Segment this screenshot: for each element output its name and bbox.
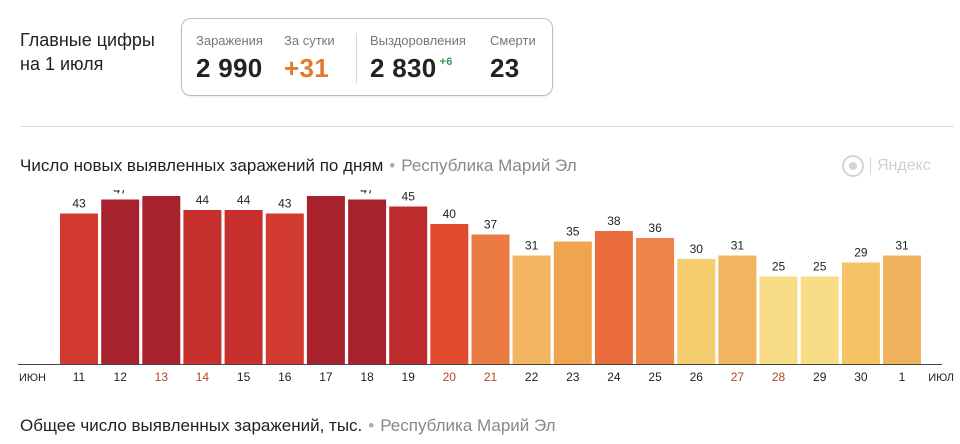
bar-17[interactable] [306,196,345,364]
bar-11[interactable] [60,213,98,365]
data-label-20: 40 [443,207,457,221]
tick-label-26: 26 [690,370,704,384]
bar-23[interactable] [553,241,592,365]
bar-20[interactable] [430,224,469,364]
bar-15[interactable] [224,210,263,364]
bottom-title: Общее число выявленных заражений, тыс. [20,416,363,435]
data-label-17: 48 [319,190,333,193]
tick-label-19: 19 [402,370,416,384]
bar-28[interactable] [759,276,798,365]
data-label-21: 37 [484,218,498,232]
daily-cases-chart: 43 11 47 12 48 13 44 14 44 15 43 16 48 17 47 18 45 19 40 20… [18,190,954,384]
bar-18[interactable] [348,199,387,365]
bar-25[interactable] [636,238,675,364]
data-label-29: 25 [813,260,827,274]
chart-region[interactable]: Республика Марий Эл [401,156,577,175]
stat-deaths-value: 23 [490,53,520,83]
bar-1[interactable] [883,255,921,365]
chart-heading-separator: • [389,156,396,175]
tick-label-28: 28 [772,370,786,384]
axis-month-start-label: ИЮН [19,372,46,384]
bar-12[interactable] [101,199,140,365]
tick-label-30: 30 [854,370,868,384]
tick-label-21: 21 [484,370,498,384]
data-label-1: 31 [895,239,909,253]
chart-heading: Число новых выявленных заражений по дням… [20,156,577,176]
stat-daily-label: За сутки [284,33,335,48]
tick-label-23: 23 [566,370,580,384]
stat-deaths-label: Смерти [490,33,536,48]
tick-label-1: 1 [899,370,906,384]
section-divider [20,126,954,127]
brand-separator [870,157,871,175]
tick-label-11: 11 [73,370,86,384]
stat-deaths: Смерти 23 [490,33,536,84]
bar-27[interactable] [718,255,757,365]
data-label-12: 47 [114,190,128,197]
stat-recovered: Выздоровления 2 830 +6 [370,33,466,84]
data-label-16: 43 [278,197,292,211]
tick-label-15: 15 [237,370,251,384]
bar-21[interactable] [471,234,510,365]
data-label-25: 36 [648,221,662,235]
brand-text: Яндекс [877,157,931,174]
axis-month-end-label: ИЮЛ [928,372,954,384]
stat-infected: Заражения 2 990 [196,33,263,84]
yandex-logo-icon: Яндекс [842,155,931,177]
bar-22[interactable] [512,255,551,365]
stat-daily-value: +31 [284,53,330,83]
stats-card: Заражения 2 990 За сутки +31 Выздоровлен… [181,18,553,96]
tick-label-18: 18 [360,370,374,384]
stats-divider [356,33,357,83]
chart-title: Число новых выявленных заражений по дням [20,156,384,175]
tick-label-22: 22 [525,370,539,384]
bar-19[interactable] [389,206,428,365]
bar-16[interactable] [265,213,304,365]
stat-daily: За сутки +31 [284,33,335,84]
bottom-region[interactable]: Республика Марий Эл [380,416,556,435]
data-label-22: 31 [525,239,539,253]
data-label-14: 44 [196,193,210,207]
headline-date: на 1 июля [20,54,104,74]
data-label-11: 43 [72,197,86,211]
stat-infected-value: 2 990 [196,53,263,83]
bottom-heading-separator: • [368,416,375,435]
stat-recovered-label: Выздоровления [370,33,466,48]
data-label-24: 38 [607,214,621,228]
headline-title: Главные цифры [20,30,155,50]
bar-14[interactable] [183,210,222,364]
yandex-circle-icon [842,155,864,177]
stat-infected-label: Заражения [196,33,263,48]
stat-recovered-row: 2 830 +6 [370,53,466,84]
bar-26[interactable] [677,259,716,364]
bottom-heading: Общее число выявленных заражений, тыс. • Р… [20,416,556,436]
bar-29[interactable] [800,276,839,365]
data-label-26: 30 [690,242,704,256]
data-label-30: 29 [854,246,868,260]
tick-label-16: 16 [278,370,292,384]
data-label-27: 31 [731,239,745,253]
tick-label-17: 17 [319,370,333,384]
bar-24[interactable] [594,231,633,364]
stat-recovered-delta: +6 [439,56,453,68]
headline: Главные цифры на 1 июля [20,28,170,76]
data-label-28: 25 [772,260,786,274]
bar-13[interactable] [142,196,181,364]
stat-recovered-value: 2 830 [370,53,437,83]
bar-30[interactable] [841,262,880,365]
data-label-13: 48 [155,190,169,193]
tick-label-27: 27 [731,370,745,384]
tick-label-13: 13 [155,370,169,384]
tick-label-20: 20 [443,370,457,384]
tick-label-12: 12 [114,370,128,384]
tick-label-24: 24 [607,370,621,384]
data-label-23: 35 [566,225,580,239]
data-label-15: 44 [237,193,251,207]
tick-label-14: 14 [196,370,210,384]
data-label-18: 47 [360,190,374,197]
data-label-19: 45 [402,190,416,204]
tick-label-29: 29 [813,370,827,384]
tick-label-25: 25 [648,370,662,384]
